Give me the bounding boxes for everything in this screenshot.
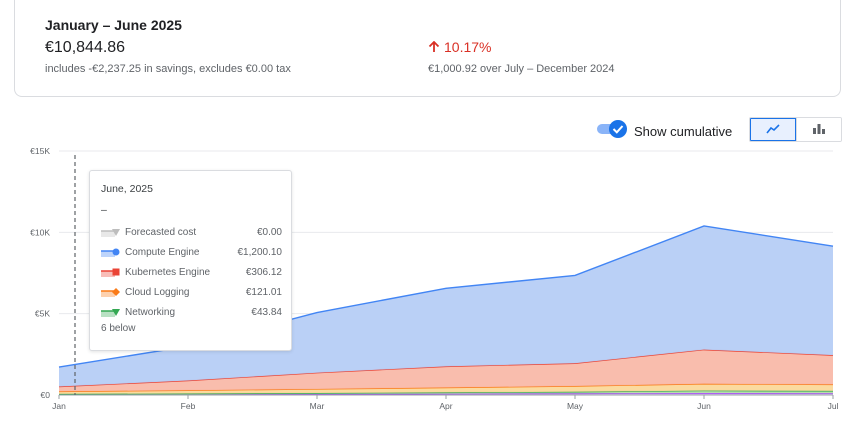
show-cumulative-toggle[interactable]: Show cumulative bbox=[596, 119, 732, 144]
y-tick-label: €0 bbox=[41, 390, 51, 400]
arrow-up-icon bbox=[428, 41, 440, 53]
toggle-switch-icon[interactable] bbox=[596, 119, 628, 144]
chart-tooltip: June, 2025 – Forecasted cost €0.00 Compute… bbox=[89, 170, 292, 351]
legend-square-icon bbox=[101, 268, 120, 277]
tooltip-series-value: €43.84 bbox=[251, 306, 282, 318]
tooltip-row: Networking €43.84 bbox=[101, 305, 282, 319]
tooltip-series-value: €0.00 bbox=[256, 226, 282, 238]
bar-chart-icon bbox=[813, 121, 825, 139]
line-chart-button[interactable] bbox=[750, 118, 796, 141]
tooltip-series-name: Networking bbox=[125, 306, 176, 318]
tooltip-series-name: Kubernetes Engine bbox=[125, 266, 211, 278]
tooltip-series-value: €306.12 bbox=[245, 266, 282, 278]
legend-circle-icon bbox=[101, 248, 120, 257]
tooltip-swatch bbox=[101, 246, 121, 258]
tooltip-series-value: €1,200.10 bbox=[237, 246, 283, 258]
period-title: January – June 2025 bbox=[45, 17, 182, 33]
x-tick-label: Jun bbox=[697, 401, 711, 411]
cost-change-details: €1,000.92 over July – December 2024 bbox=[428, 63, 615, 75]
y-tick-label: €5K bbox=[35, 309, 50, 319]
tooltip-swatch bbox=[101, 286, 121, 298]
legend-triangle-down-icon bbox=[101, 229, 120, 237]
cost-change: 10.17% bbox=[428, 39, 491, 55]
tooltip-row: Kubernetes Engine €306.12 bbox=[101, 265, 282, 279]
line-chart-icon bbox=[766, 121, 780, 139]
total-cost-details: includes -€2,237.25 in savings, excludes… bbox=[45, 63, 291, 75]
show-cumulative-label: Show cumulative bbox=[634, 124, 733, 139]
x-tick-label: Feb bbox=[181, 401, 196, 411]
y-tick-label: €15K bbox=[30, 146, 50, 156]
y-tick-label: €10K bbox=[30, 227, 50, 237]
tooltip-swatch bbox=[101, 306, 121, 318]
tooltip-swatch bbox=[101, 266, 121, 278]
cost-summary-card: January – June 2025 €10,844.86 includes … bbox=[14, 0, 841, 97]
tooltip-row: Forecasted cost €0.00 bbox=[101, 225, 282, 239]
legend-diamond-icon bbox=[101, 288, 120, 297]
chart-type-toggle bbox=[749, 117, 842, 142]
tooltip-dash: – bbox=[101, 204, 107, 216]
bar-chart-button[interactable] bbox=[796, 118, 841, 141]
x-tick-label: May bbox=[567, 401, 584, 411]
tooltip-row: Cloud Logging €121.01 bbox=[101, 285, 282, 299]
x-tick-label: Jan bbox=[52, 401, 66, 411]
tooltip-row: Compute Engine €1,200.10 bbox=[101, 245, 282, 259]
cost-change-percent: 10.17% bbox=[444, 39, 492, 55]
tooltip-series-name: Forecasted cost bbox=[125, 226, 197, 238]
tooltip-series-name: Cloud Logging bbox=[125, 286, 190, 298]
legend-triangle-down-icon bbox=[101, 309, 120, 317]
total-cost: €10,844.86 bbox=[45, 39, 126, 56]
tooltip-series-name: Compute Engine bbox=[125, 246, 200, 258]
x-tick-label: Jul bbox=[828, 401, 839, 411]
x-tick-label: Apr bbox=[439, 401, 452, 411]
tooltip-series-value: €121.01 bbox=[245, 286, 282, 298]
tooltip-title: June, 2025 bbox=[101, 183, 153, 195]
area-cloud-logging bbox=[59, 383, 833, 394]
tooltip-more-label: 6 below bbox=[101, 323, 136, 334]
x-tick-label: Mar bbox=[310, 401, 325, 411]
area-kubernetes-engine bbox=[59, 349, 833, 392]
tooltip-swatch bbox=[101, 226, 121, 238]
